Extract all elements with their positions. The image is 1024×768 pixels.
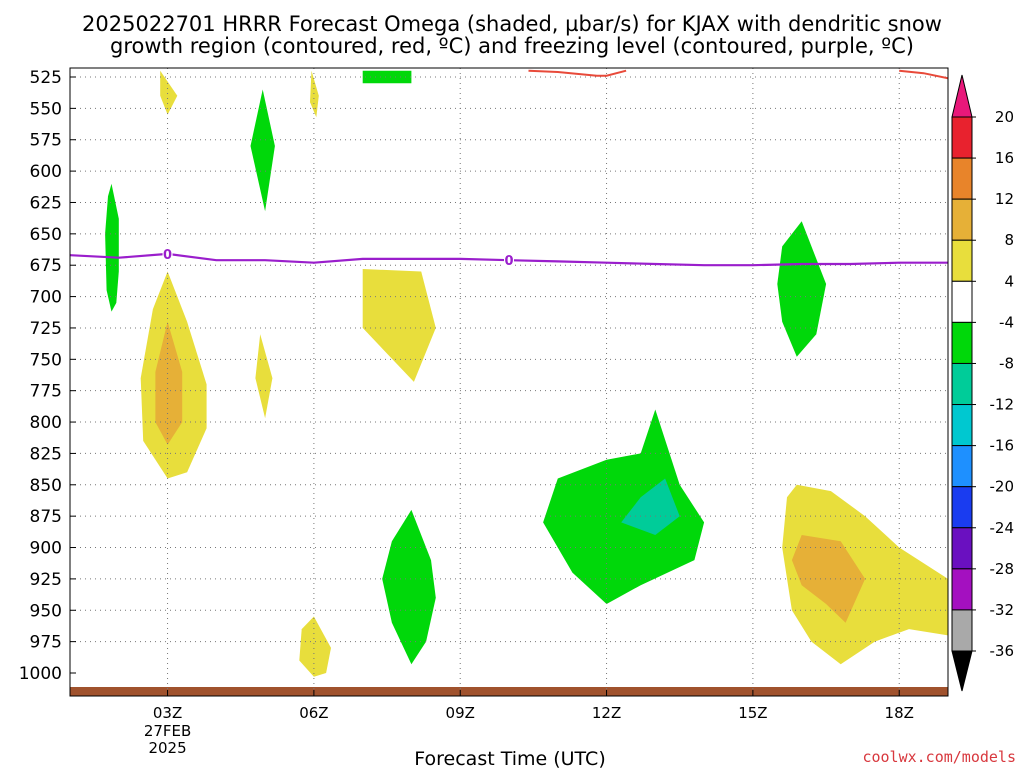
freezing-level-label: 0 — [163, 248, 172, 263]
colorbar-swatch — [951, 486, 973, 529]
colorbar-label: -4 — [999, 313, 1014, 331]
chart-title-line2: growth region (contoured, red, ºC) and f… — [110, 34, 914, 58]
y-tick-label: 725 — [30, 319, 62, 339]
y-tick-label: 650 — [30, 225, 62, 245]
freezing-label-bg — [504, 252, 514, 268]
y-tick-label: 525 — [30, 68, 62, 88]
colorbar-top-arrow — [951, 74, 973, 118]
colorbar-swatch — [951, 157, 973, 200]
colorbar-swatch — [951, 116, 973, 159]
colorbar-swatch — [951, 527, 973, 570]
y-tick-label: 975 — [30, 633, 62, 653]
colorbar-label: 16 — [995, 149, 1014, 167]
y-tick-label: 925 — [30, 570, 62, 590]
colorbar-label: -12 — [990, 396, 1015, 414]
colorbar-label: 12 — [995, 190, 1014, 208]
colorbar-label: 8 — [1004, 231, 1014, 249]
y-tick-label: 750 — [30, 350, 62, 370]
colorbar-label: 20 — [995, 108, 1014, 126]
y-tick-label: 800 — [30, 413, 62, 433]
omega-region-14 — [782, 484, 948, 665]
x-tick-label: 12Z — [592, 704, 621, 722]
plot-frame — [69, 67, 949, 697]
y-tick-label: 825 — [30, 444, 62, 464]
omega-region-3 — [362, 70, 412, 84]
credit-text: coolwx.com/models — [862, 748, 1016, 766]
colorbar-bottom-arrow — [951, 650, 973, 692]
freezing-label-bg — [162, 245, 173, 261]
y-tick-label: 625 — [30, 193, 62, 213]
y-tick-label: 875 — [30, 507, 62, 527]
x-axis-label: Forecast Time (UTC) — [414, 748, 605, 768]
colorbar-swatch — [951, 198, 973, 241]
omega-region-0 — [105, 183, 119, 312]
colorbar-label: -36 — [990, 642, 1015, 660]
colorbar-label: -32 — [990, 601, 1015, 619]
omega-region-11 — [543, 409, 705, 604]
y-tick-label: 600 — [30, 162, 62, 182]
omega-region-4 — [250, 89, 275, 212]
colorbar-swatch — [951, 445, 973, 488]
y-tick-label: 700 — [30, 288, 62, 308]
colorbar-swatch — [951, 568, 973, 611]
omega-region-8 — [362, 269, 436, 382]
colorbar-swatch — [951, 609, 973, 652]
colorbar-label: -16 — [990, 437, 1015, 455]
freezing-level-label: 0 — [504, 254, 513, 269]
omega-region-15 — [791, 535, 866, 623]
ground-strip — [70, 687, 948, 696]
colorbar: 20 16 12 8 4 -4 -8 -12 -16 -20 -24 -28 -32 -36 — [951, 74, 1015, 692]
omega-region-12 — [621, 478, 680, 535]
x-tick-label: 15Z — [738, 704, 767, 722]
colorbar-label: -28 — [990, 560, 1015, 578]
plot-area — [70, 70, 948, 696]
y-tick-label: 675 — [30, 256, 62, 276]
x-tick-date: 27FEB — [144, 722, 191, 740]
y-tick-label: 950 — [30, 601, 62, 621]
colorbar-label: -20 — [990, 478, 1015, 496]
x-tick-label: 09Z — [446, 704, 475, 722]
colorbar-swatch — [951, 321, 973, 364]
colorbar-label: -8 — [999, 354, 1014, 372]
omega-region-10 — [299, 616, 331, 677]
omega-region-2 — [310, 70, 319, 118]
x-tick-label: 06Z — [299, 704, 328, 722]
colorbar-label: 4 — [1004, 272, 1014, 290]
y-tick-label: 775 — [30, 382, 62, 402]
omega-region-13 — [777, 221, 827, 357]
colorbar-swatch — [951, 239, 973, 282]
colorbar-swatch — [951, 404, 973, 447]
omega-region-7 — [255, 334, 273, 419]
dendritic-contour-0 — [528, 69, 627, 77]
x-tick-label: 03Z — [153, 704, 182, 722]
y-tick-label: 575 — [30, 131, 62, 151]
dendritic-contour-1 — [899, 69, 948, 80]
colorbar-label: -24 — [990, 519, 1015, 537]
omega-region-9 — [382, 509, 436, 665]
y-tick-label: 1000 — [19, 664, 62, 684]
x-tick-label: 18Z — [885, 704, 914, 722]
omega-region-1 — [160, 70, 178, 115]
y-tick-label: 900 — [30, 539, 62, 559]
colorbar-swatch — [951, 280, 973, 323]
x-tick-year: 2025 — [148, 739, 186, 757]
chart-title-line1: 2025022701 HRRR Forecast Omega (shaded, … — [82, 12, 942, 36]
colorbar-swatch — [951, 362, 973, 406]
y-axis: 525 550 575 600 625 650 675 700 725 750 775 800 825 8… — [19, 68, 76, 684]
y-tick-label: 550 — [30, 99, 62, 119]
y-tick-label: 850 — [30, 476, 62, 496]
omega-region-6 — [155, 321, 183, 445]
